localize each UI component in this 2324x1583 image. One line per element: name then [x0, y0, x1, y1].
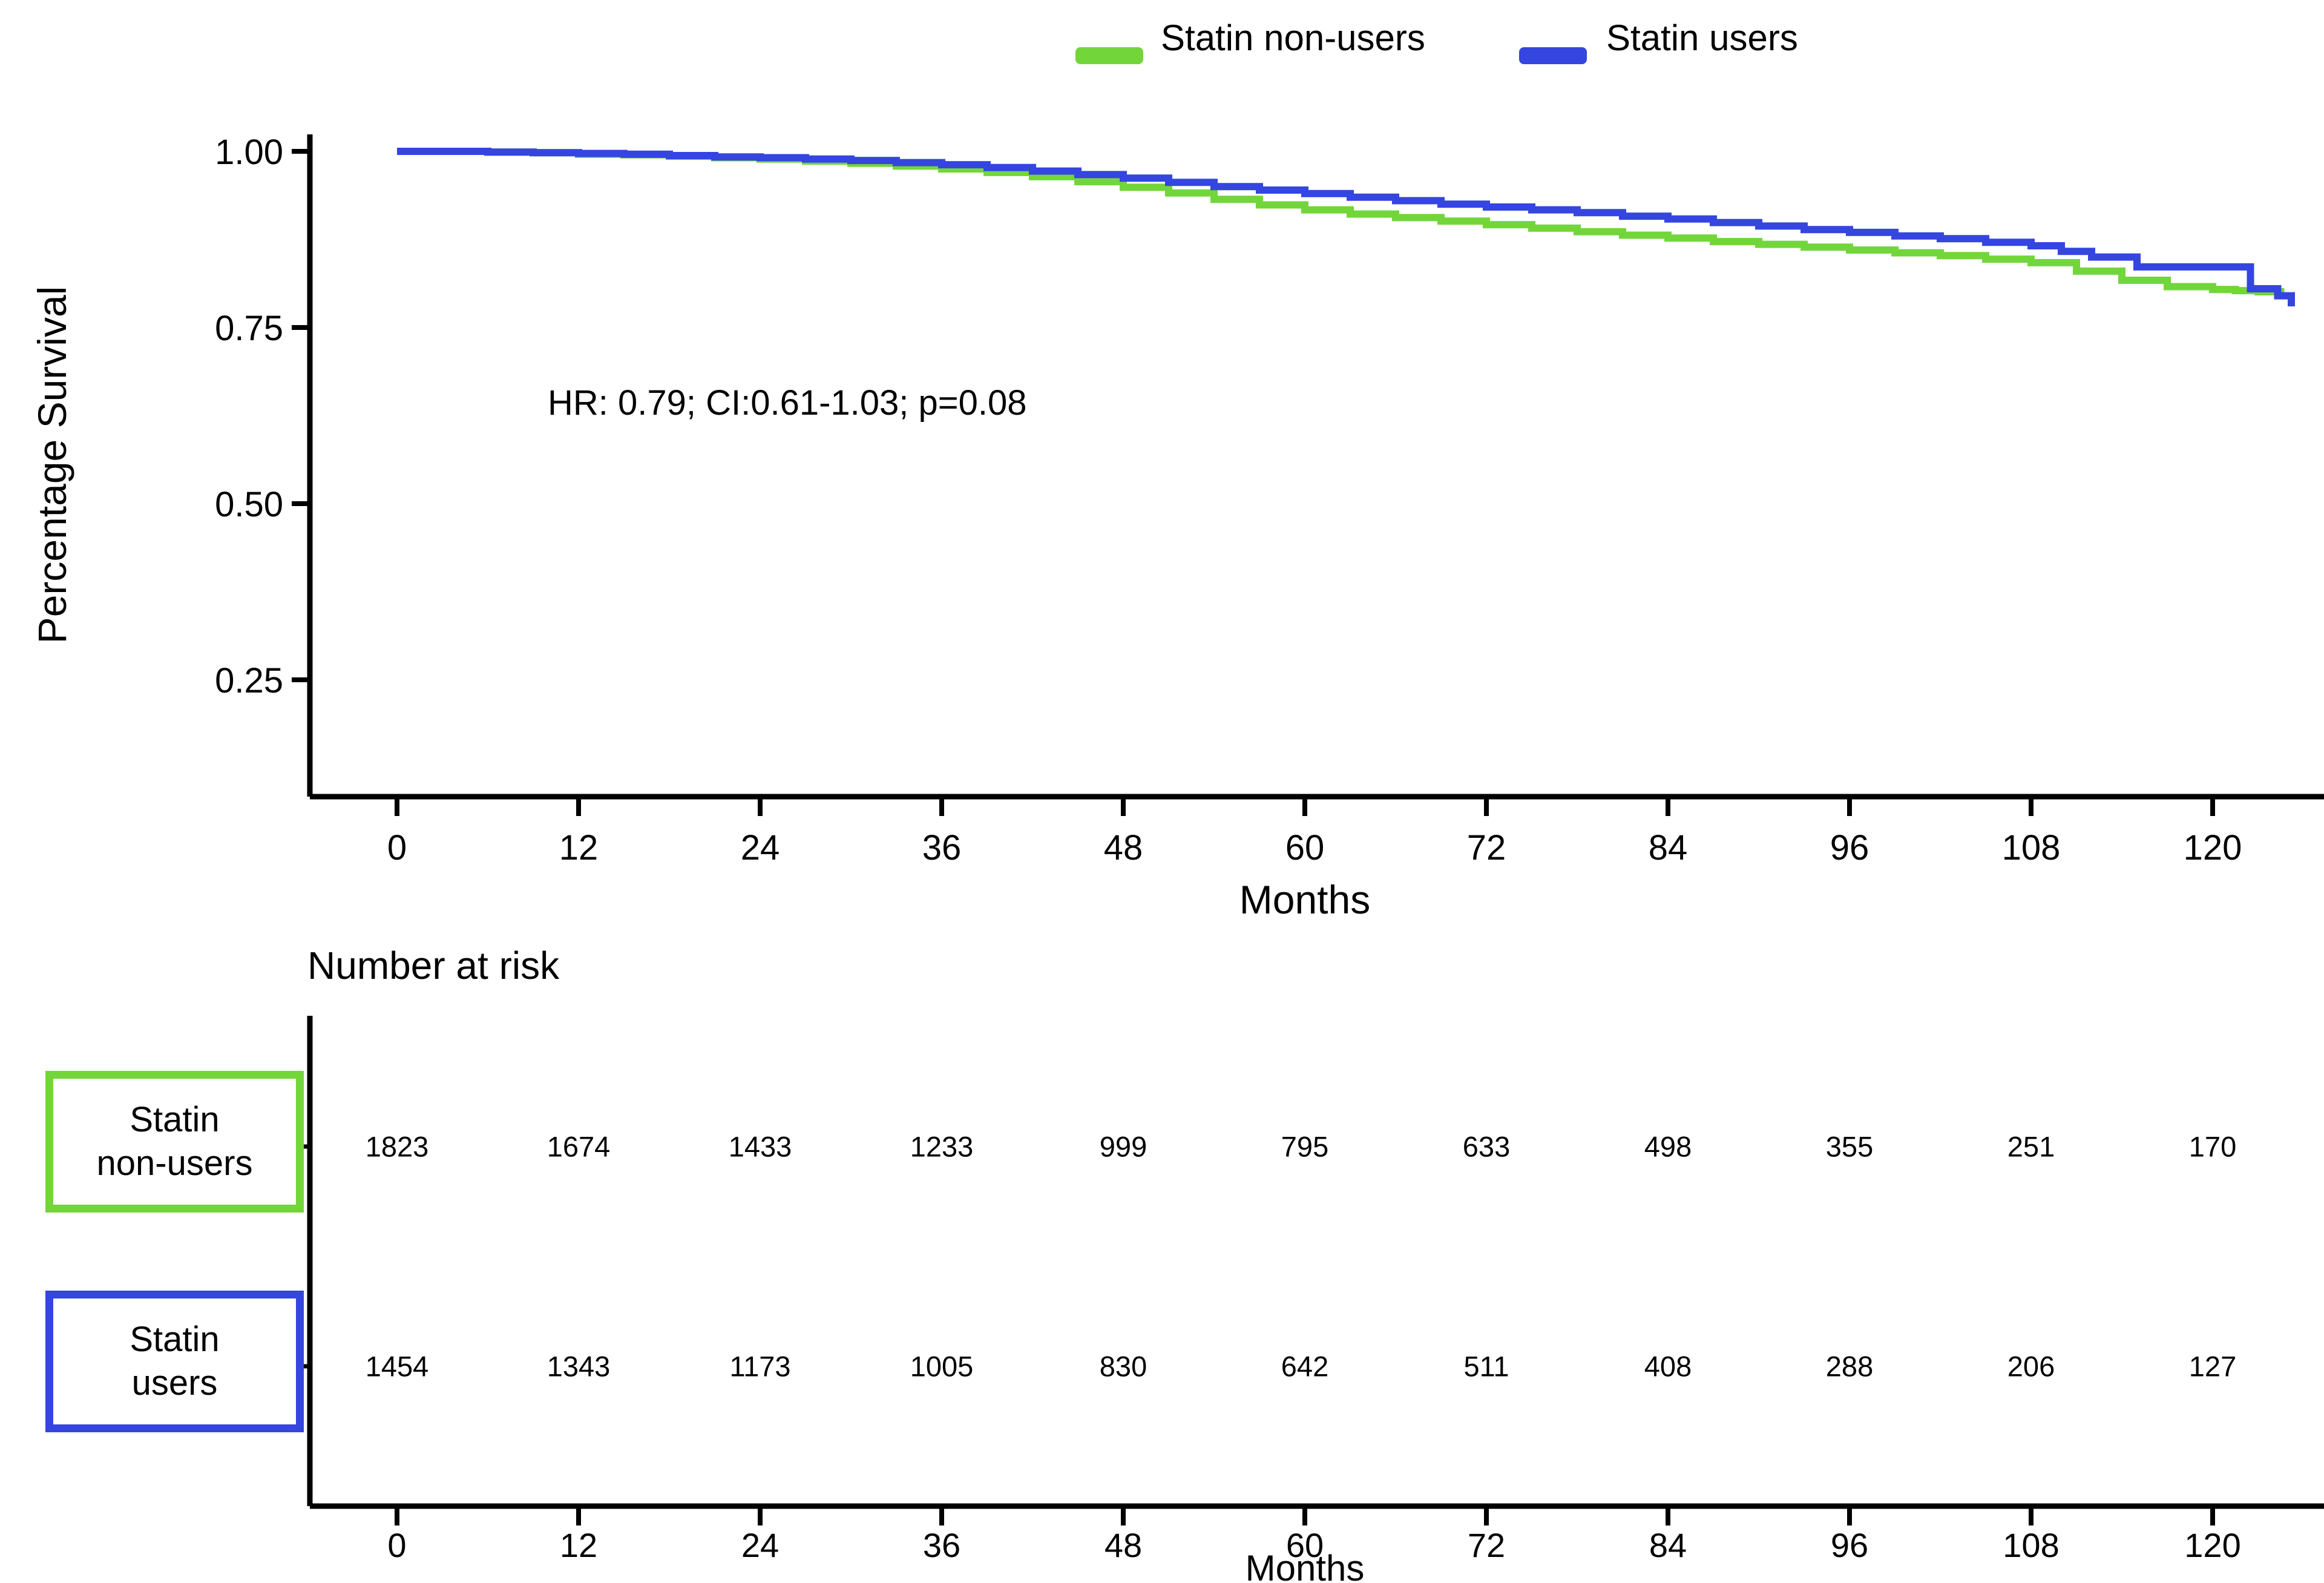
risk-count: 1005 — [910, 1350, 974, 1383]
risk-count: 1433 — [728, 1130, 792, 1163]
risk-count: 206 — [2007, 1350, 2055, 1383]
risk-x-tick-label: 72 — [1468, 1526, 1505, 1564]
y-tick-label: 1.00 — [215, 133, 283, 172]
risk-count: 1454 — [365, 1350, 429, 1383]
x-tick-label: 36 — [922, 828, 962, 867]
x-tick-label: 108 — [2002, 828, 2061, 867]
risk-x-tick-label: 36 — [923, 1526, 960, 1564]
risk-count: 1823 — [365, 1130, 429, 1163]
risk-count: 355 — [1825, 1130, 1874, 1163]
km-curve-statin-users — [397, 148, 2295, 307]
risk-x-tick-label: 96 — [1831, 1526, 1868, 1564]
x-tick-label: 24 — [741, 828, 780, 867]
x-tick-label: 84 — [1649, 828, 1688, 867]
risk-group-label-line: users — [131, 1363, 218, 1403]
risk-count: 498 — [1644, 1130, 1692, 1163]
risk-group-box-statin-non-users: Statin non-users — [45, 1071, 304, 1213]
number-at-risk-title: Number at risk — [307, 944, 560, 987]
risk-group-label-line: Statin — [130, 1100, 220, 1139]
risk-count: 170 — [2188, 1130, 2237, 1163]
risk-group-label-line: Statin — [130, 1320, 220, 1359]
risk-count: 1674 — [547, 1130, 611, 1163]
risk-count: 1173 — [729, 1350, 791, 1383]
risk-x-tick-label: 120 — [2184, 1526, 2240, 1564]
x-axis-title: Months — [1239, 877, 1371, 922]
risk-count: 1233 — [910, 1130, 974, 1163]
risk-x-tick-label: 12 — [560, 1526, 597, 1564]
x-tick-label: 120 — [2184, 828, 2242, 867]
risk-count: 408 — [1644, 1350, 1692, 1383]
risk-count: 830 — [1099, 1350, 1147, 1383]
y-axis-title: Percentage Survival — [30, 286, 74, 644]
risk-x-tick-label: 84 — [1649, 1526, 1687, 1564]
hr-annotation: HR: 0.79; CI:0.61-1.03; p=0.08 — [548, 383, 1027, 423]
risk-count: 511 — [1463, 1350, 1509, 1383]
km-curve-statin-non-users — [397, 148, 2285, 295]
risk-count: 1343 — [547, 1350, 611, 1383]
risk-group-label-line: non-users — [96, 1144, 253, 1183]
risk-x-tick-label: 24 — [741, 1526, 779, 1564]
legend-label-statin-users: Statin users — [1606, 18, 1798, 58]
legend: Statin non-users Statin users — [0, 18, 2324, 79]
x-tick-label: 48 — [1104, 828, 1143, 867]
y-tick-label: 0.75 — [215, 309, 283, 348]
risk-count: 999 — [1099, 1130, 1147, 1163]
risk-group-box-statin-users: Statin users — [45, 1291, 304, 1432]
risk-x-tick-label: 60 — [1286, 1526, 1324, 1564]
x-tick-label: 72 — [1467, 828, 1506, 867]
risk-count: 251 — [2007, 1130, 2055, 1163]
risk-x-tick-label: 108 — [2003, 1526, 2059, 1564]
y-tick-label: 0.50 — [215, 485, 283, 524]
x-tick-label: 96 — [1830, 828, 1869, 867]
legend-key-statin-users-icon — [1519, 47, 1587, 64]
risk-count: 795 — [1281, 1130, 1329, 1163]
risk-count: 288 — [1825, 1350, 1874, 1383]
risk-count: 633 — [1462, 1130, 1511, 1163]
x-tick-label: 0 — [387, 828, 407, 867]
y-tick-label: 0.25 — [215, 661, 283, 700]
risk-count: 642 — [1281, 1350, 1329, 1383]
legend-key-statin-non-users-icon — [1075, 47, 1143, 64]
risk-x-tick-label: 0 — [387, 1526, 406, 1564]
legend-label-statin-non-users: Statin non-users — [1161, 18, 1425, 58]
x-tick-label: 60 — [1285, 828, 1325, 867]
risk-count: 127 — [2188, 1350, 2237, 1383]
risk-x-tick-label: 48 — [1105, 1526, 1142, 1564]
x-tick-label: 12 — [559, 828, 599, 867]
risk-x-axis-title: Months — [1245, 1548, 1365, 1583]
